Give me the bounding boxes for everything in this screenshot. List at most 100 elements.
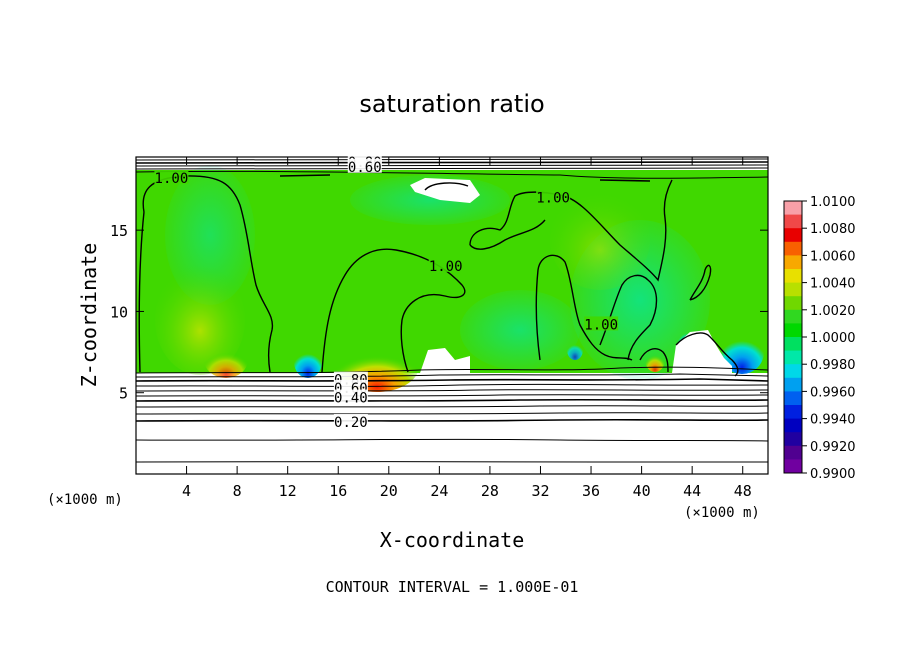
plot-area bbox=[136, 157, 768, 474]
contour-label-bg bbox=[428, 257, 463, 272]
field-hot-spot bbox=[645, 348, 665, 372]
unity-contour-line bbox=[138, 211, 145, 373]
x-unit-left: (×1000 m) bbox=[47, 492, 123, 508]
colorbar-swatch bbox=[784, 241, 802, 256]
contour-label: 1.00 bbox=[584, 317, 618, 333]
y-tick-label: 10 bbox=[110, 303, 128, 321]
colorbar-swatch bbox=[784, 323, 802, 338]
x-tick-label: 28 bbox=[481, 482, 499, 500]
upper-contour-line bbox=[279, 174, 651, 182]
colorbar-swatch bbox=[784, 201, 802, 216]
chart-title: saturation ratio bbox=[359, 90, 544, 118]
x-axis-ticks: 4 8 12 16 20 24 28 32 36 40 44 48 bbox=[182, 157, 752, 500]
colorbar-tick-label: 0.9960 bbox=[810, 385, 856, 400]
lower-contour-line bbox=[136, 405, 768, 408]
upper-contour-line bbox=[136, 158, 768, 161]
y-tick-label: 15 bbox=[110, 222, 128, 240]
colorbar-tick-label: 1.0040 bbox=[810, 277, 856, 292]
contour-label: 0.20 bbox=[334, 415, 368, 431]
x-tick-label: 44 bbox=[683, 482, 701, 500]
unity-contour-line bbox=[469, 219, 546, 250]
lower-contour-line bbox=[136, 383, 768, 387]
colorbar-swatch bbox=[784, 377, 802, 392]
x-unit-right: (×1000 m) bbox=[684, 505, 760, 521]
colorbar-tick-label: 0.9940 bbox=[810, 413, 856, 428]
y-tick-label: 5 bbox=[119, 385, 128, 403]
contour-interval-note: CONTOUR INTERVAL = 1.000E-01 bbox=[326, 578, 579, 596]
colorbar-swatch bbox=[784, 282, 802, 297]
colorbar-swatch bbox=[784, 445, 802, 460]
colorbar-swatch bbox=[784, 269, 802, 284]
unity-contour-line bbox=[535, 254, 633, 361]
colorbar-swatch bbox=[784, 337, 802, 352]
colorbar-tick-label: 1.0000 bbox=[810, 331, 856, 346]
x-tick-label: 20 bbox=[380, 482, 398, 500]
x-tick-label: 8 bbox=[233, 482, 242, 500]
x-tick-label: 12 bbox=[279, 482, 297, 500]
colorbar-swatch bbox=[784, 459, 802, 474]
unity-contour-line bbox=[469, 179, 673, 282]
contour-label: 0.60 bbox=[348, 160, 382, 176]
colorbar-swatch bbox=[784, 309, 802, 324]
upper-contour-line bbox=[136, 170, 768, 179]
x-tick-label: 16 bbox=[329, 482, 347, 500]
unity-contour-line bbox=[689, 264, 712, 301]
unity-contour-line bbox=[639, 348, 669, 373]
field-hot-spot bbox=[204, 342, 248, 378]
colorbar-swatch bbox=[784, 405, 802, 420]
lower-contour-line bbox=[136, 378, 768, 382]
field-cool-patch bbox=[460, 290, 580, 370]
contour-label-bg bbox=[536, 189, 571, 204]
colorbar-tick-label: 1.0060 bbox=[810, 249, 856, 264]
colorbar-tick-label: 0.9920 bbox=[810, 440, 856, 455]
colorbar-swatch bbox=[784, 296, 802, 311]
x-tick-label: 32 bbox=[531, 482, 549, 500]
colorbar-swatch bbox=[784, 432, 802, 447]
contour-label-bg bbox=[154, 170, 189, 185]
colorbar-tick-label: 1.0080 bbox=[810, 222, 856, 237]
colorbar-tick-label: 1.0020 bbox=[810, 304, 856, 319]
contour-label: 1.00 bbox=[429, 259, 463, 275]
field-warm-patch bbox=[550, 190, 650, 290]
unity-contour-line bbox=[599, 274, 658, 361]
x-tick-label: 4 bbox=[182, 482, 191, 500]
contour-label-bg bbox=[333, 413, 368, 428]
contour-label: 1.00 bbox=[155, 171, 189, 187]
lower-contour-line bbox=[136, 389, 768, 392]
lower-contour-line bbox=[136, 438, 768, 442]
unity-contour-line bbox=[675, 332, 739, 377]
colorbar-swatch bbox=[784, 255, 802, 270]
unity-contour-line bbox=[321, 248, 466, 373]
lower-contour-line bbox=[136, 366, 768, 374]
contour-label: 1.00 bbox=[536, 191, 570, 207]
lower-contour-line bbox=[136, 394, 768, 397]
field-dry-spot bbox=[720, 330, 764, 374]
contour-label: 0.40 bbox=[334, 391, 368, 407]
colorbar-swatch bbox=[784, 418, 802, 433]
x-tick-label: 40 bbox=[633, 482, 651, 500]
colorbar-swatch bbox=[784, 350, 802, 365]
field-gap bbox=[672, 330, 732, 373]
unity-contour-line bbox=[424, 182, 469, 191]
contour-label-bg bbox=[333, 389, 368, 404]
colorbar-swatch bbox=[784, 214, 802, 229]
colorbar-tick-label: 0.9980 bbox=[810, 358, 856, 373]
colorbar-tick-label: 1.0100 bbox=[810, 195, 856, 210]
contour-label-bg bbox=[584, 316, 619, 331]
upper-contour-line bbox=[136, 167, 768, 170]
contour-label-bg bbox=[347, 158, 382, 173]
colorbar-tick-label: 0.9900 bbox=[810, 467, 856, 482]
colorbar: 1.0100 1.0080 1.0060 1.0040 1.0020 1.0000 0.99… bbox=[783, 195, 856, 482]
lower-contour-line bbox=[136, 412, 768, 415]
plot-frame bbox=[135, 156, 769, 475]
field-gap bbox=[420, 348, 470, 373]
colorbar-swatch bbox=[784, 228, 802, 243]
colorbar-swatch bbox=[784, 364, 802, 379]
lower-contour-line bbox=[136, 418, 768, 422]
colorbar-swatch bbox=[784, 391, 802, 406]
y-axis-ticks: 5 10 15 bbox=[110, 222, 768, 403]
lower-contour-line bbox=[136, 398, 768, 402]
lower-contours bbox=[136, 366, 768, 463]
x-axis-label: X-coordinate bbox=[380, 528, 525, 552]
